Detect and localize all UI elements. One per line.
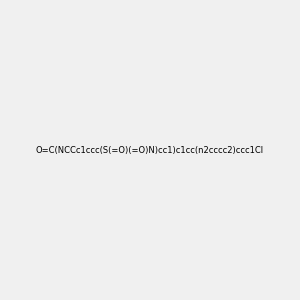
Text: O=C(NCCc1ccc(S(=O)(=O)N)cc1)c1cc(n2cccc2)ccc1Cl: O=C(NCCc1ccc(S(=O)(=O)N)cc1)c1cc(n2cccc2… [36, 146, 264, 154]
